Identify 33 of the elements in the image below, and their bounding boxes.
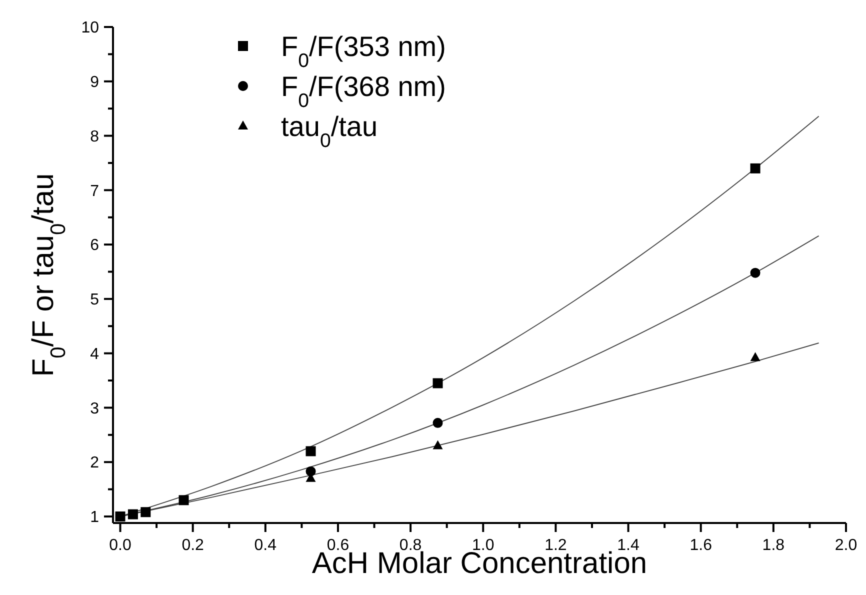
x-tick-label: 1.6 bbox=[690, 537, 712, 554]
point bbox=[140, 507, 151, 518]
point bbox=[306, 446, 316, 456]
x-tick-label: 2.0 bbox=[834, 537, 858, 554]
y-tick-label: 1 bbox=[90, 509, 100, 526]
y-tick-label: 9 bbox=[90, 74, 100, 91]
point bbox=[750, 268, 760, 278]
point bbox=[432, 440, 443, 450]
y-tick-label: 7 bbox=[90, 182, 100, 200]
x-tick-label: 0.0 bbox=[109, 537, 132, 554]
y-tick-label: 8 bbox=[90, 128, 100, 146]
point bbox=[128, 509, 138, 520]
legend-label: tau$_{0}$/tau bbox=[281, 110, 378, 152]
y-tick-label: 4 bbox=[90, 346, 100, 363]
x-tick-label: 1.2 bbox=[544, 537, 567, 554]
x-tick-label: 1.8 bbox=[762, 537, 785, 554]
y-tick-label: 5 bbox=[90, 292, 100, 309]
x-tick-label: 0.2 bbox=[182, 537, 204, 554]
point bbox=[115, 511, 126, 522]
legend-label: F$_{0}$/F(368 nm) bbox=[281, 70, 446, 112]
point bbox=[178, 495, 189, 506]
point bbox=[750, 352, 760, 362]
legend-label: F$_{0}$/F(353 nm) bbox=[281, 30, 446, 72]
x-tick-label: 1.4 bbox=[617, 537, 640, 554]
y-tick-label: 6 bbox=[90, 237, 100, 254]
point bbox=[432, 378, 443, 388]
point bbox=[750, 163, 760, 174]
x-tick-label: 0.4 bbox=[254, 537, 277, 554]
point bbox=[432, 418, 443, 428]
y-tick-label: 3 bbox=[90, 400, 100, 418]
y-tick-label: 2 bbox=[90, 454, 100, 472]
y-tick-label: 10 bbox=[81, 20, 100, 37]
point bbox=[306, 466, 316, 476]
